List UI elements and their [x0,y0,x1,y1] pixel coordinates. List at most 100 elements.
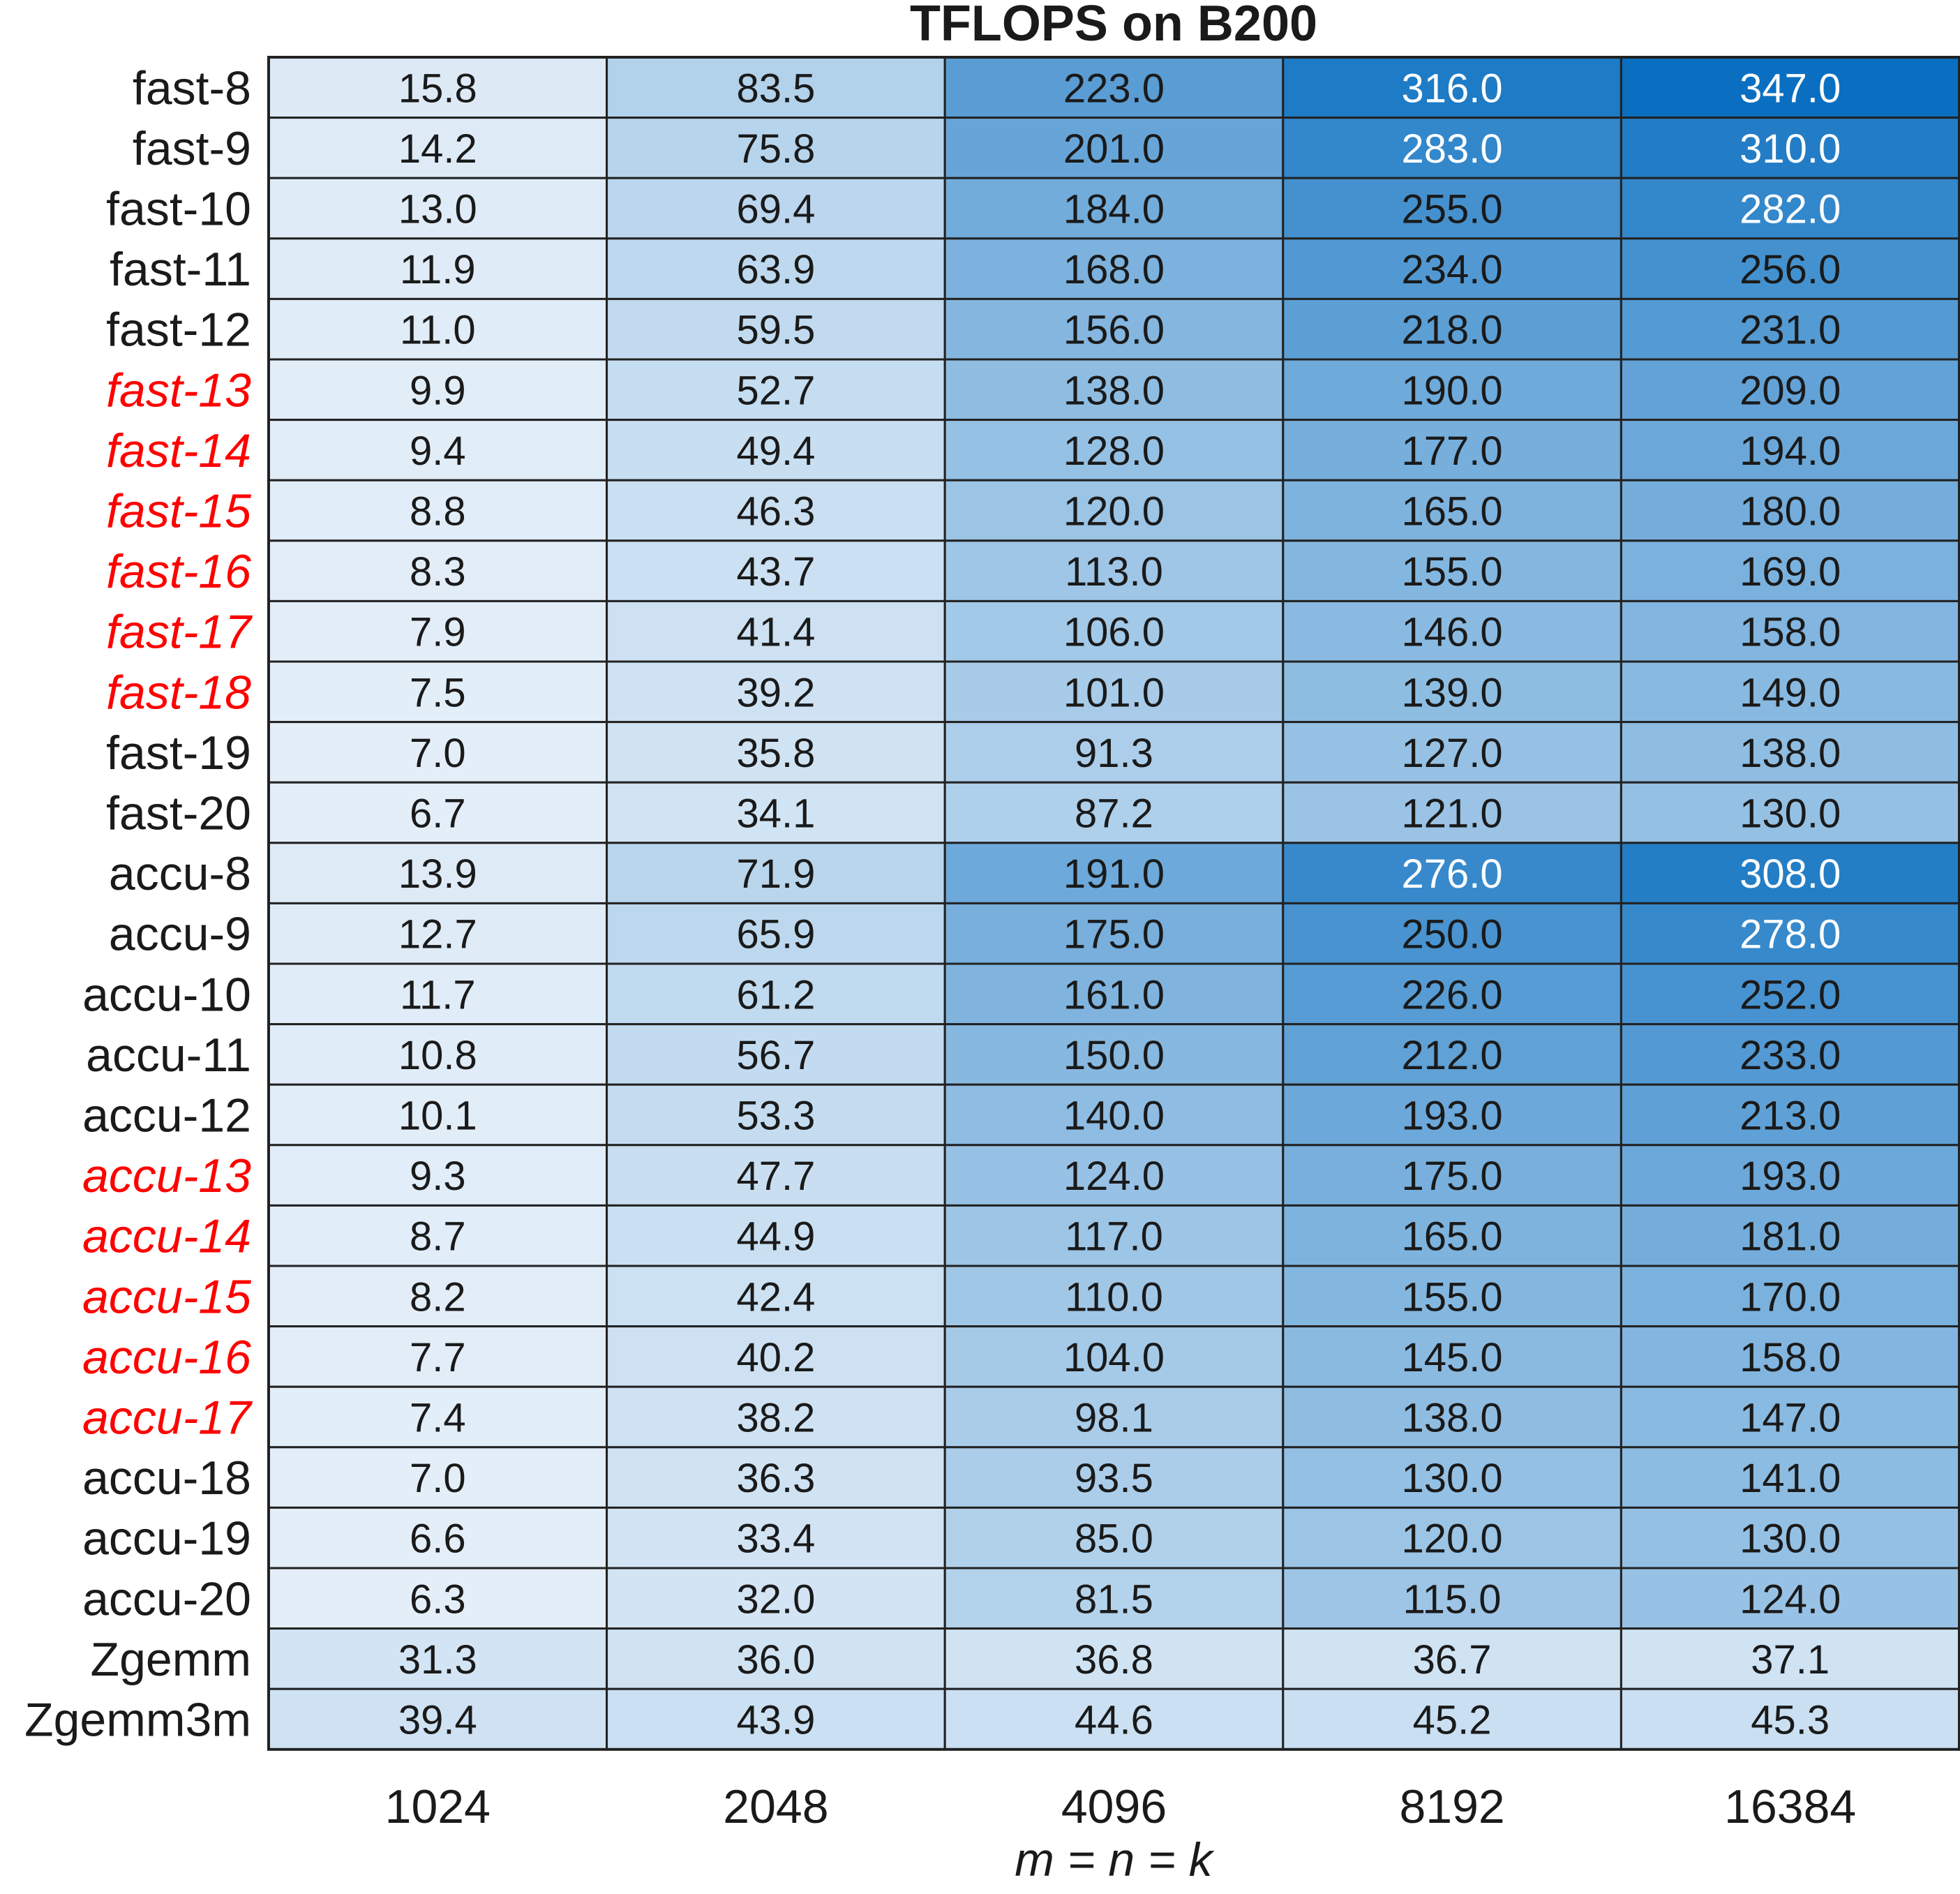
cell-value-label: 69.4 [736,187,815,232]
heatmap-cell [606,297,946,361]
heatmap-cell [1619,1385,1960,1449]
cell-value-label: 233.0 [1740,1033,1841,1078]
cell-value-label: 113.0 [1065,549,1163,595]
cell-value-label: 124.0 [1740,1576,1841,1622]
cell-value-label: 209.0 [1740,368,1841,413]
cell-value-label: 36.0 [736,1637,815,1683]
heatmap-cell [943,962,1285,1026]
cell-value-label: 169.0 [1740,549,1841,595]
heatmap-cell [267,781,608,844]
heatmap-cell [267,297,608,361]
cell-value-label: 193.0 [1402,1094,1503,1139]
y-tick-label: Zgemm3m [24,1694,251,1747]
heatmap-cell [606,962,946,1026]
cell-value-label: 31.3 [398,1637,477,1683]
cell-value-label: 6.7 [410,791,466,837]
y-tick-labels: fast-8 fast-9 fast-10 fast-11 fast-12 fast-13… [24,61,253,1746]
cell-value-label: 190.0 [1402,368,1503,413]
cell-value-label: 46.3 [736,489,815,535]
heatmap-cell [1282,177,1622,240]
cell-value-label: 138.0 [1402,1396,1503,1441]
heatmap-cell [1282,902,1622,965]
heatmap-cell [943,1325,1285,1388]
y-tick-label: accu-20 [82,1572,251,1625]
y-tick-label: fast-8 [133,61,251,114]
heatmap-cell [267,721,608,784]
heatmap-cell [943,1385,1285,1449]
heatmap-cell [606,842,946,904]
cell-value-label: 256.0 [1740,247,1841,292]
cell-value-label: 316.0 [1402,66,1503,111]
y-tick-label: accu-12 [82,1089,251,1142]
heatmap-cell [1282,1506,1622,1569]
cell-value-label: 9.3 [410,1154,466,1199]
cell-value-label: 127.0 [1402,731,1503,776]
cell-value-label: 180.0 [1740,489,1841,535]
heatmap-cell [267,1506,608,1569]
cell-value-label: 39.4 [398,1698,477,1743]
cell-value-label: 223.0 [1063,66,1165,111]
heatmap-cell [943,1567,1285,1630]
x-tick-label: 4096 [1061,1780,1167,1833]
cell-value-label: 49.4 [736,428,815,474]
cell-value-label: 255.0 [1402,187,1503,232]
heatmap-cell [267,599,608,663]
cell-value-label: 40.2 [736,1335,815,1380]
heatmap-cell [1282,962,1622,1026]
heatmap-cell [267,1204,608,1267]
y-tick-label: fast-13 [106,364,251,417]
heatmap-cell [606,1567,946,1630]
heatmap-cell [606,1265,946,1328]
heatmap-cell [943,1687,1285,1751]
heatmap-cell [1282,660,1622,724]
cell-value-label: 53.3 [736,1094,815,1139]
cell-value-label: 8.8 [410,489,466,535]
cell-value-label: 347.0 [1740,66,1841,111]
heatmap-cell [606,1627,946,1690]
heatmap-cell [1282,358,1622,422]
cell-value-label: 11.9 [400,247,476,292]
heatmap-cell [1619,1204,1960,1267]
cell-value-label: 91.3 [1075,731,1153,776]
cell-value-label: 83.5 [736,66,815,111]
cell-value-label: 310.0 [1740,126,1841,172]
y-tick-label: Zgemm [91,1633,251,1686]
y-tick-label: fast-10 [106,183,251,236]
cell-value-label: 141.0 [1740,1456,1841,1501]
heatmap-cell [1282,721,1622,784]
cell-value-label: 45.3 [1751,1698,1830,1743]
cell-value-label: 155.0 [1402,549,1503,595]
y-tick-label: fast-15 [106,485,251,538]
y-tick-label: accu-10 [82,968,251,1021]
cell-value-label: 9.9 [410,368,466,413]
cell-value-label: 43.7 [736,549,815,595]
x-tick-label: 8192 [1399,1780,1504,1833]
cell-value-label: 212.0 [1402,1033,1503,1078]
cell-value-label: 115.0 [1403,1576,1502,1622]
cell-value-label: 165.0 [1402,1214,1503,1260]
y-tick-label: accu-17 [82,1392,253,1445]
heatmap-cell [267,1567,608,1630]
heatmap-cell [606,1325,946,1388]
cell-value-label: 181.0 [1740,1214,1841,1260]
heatmap-cell [943,660,1285,724]
cell-value-label: 282.0 [1740,187,1841,232]
cell-value-label: 7.0 [410,731,466,776]
cell-value-label: 7.9 [410,610,466,655]
cell-value-label: 138.0 [1740,731,1841,776]
cell-value-label: 147.0 [1740,1396,1841,1441]
heatmap-cell [943,358,1285,422]
plot-border [267,56,1960,1751]
x-tick-label: 16384 [1724,1780,1856,1833]
cell-value-label: 278.0 [1740,912,1841,957]
heatmap-cell [943,1204,1285,1267]
cell-value-label: 124.0 [1063,1154,1165,1199]
heatmap-cell [1282,1204,1622,1267]
heatmap-cell [606,599,946,663]
cell-value-label: 11.0 [400,308,476,353]
heatmap-cell [606,479,946,542]
heatmap-cell [1619,902,1960,965]
y-tick-label: accu-8 [109,847,251,900]
cell-value-label: 13.9 [398,851,477,897]
heatmap-cell [606,902,946,965]
